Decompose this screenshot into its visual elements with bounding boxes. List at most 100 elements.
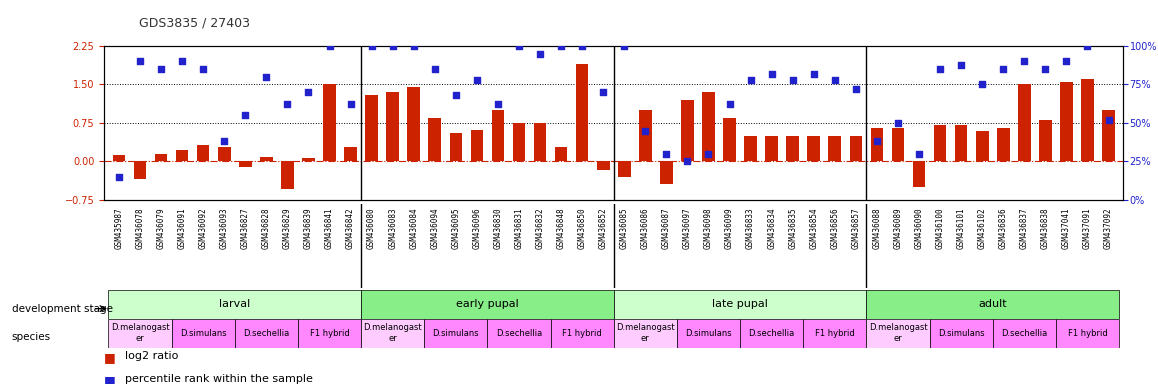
Point	[952, 61, 970, 68]
Bar	[786, 136, 799, 161]
Point	[973, 81, 991, 88]
Bar	[1018, 84, 1031, 161]
Point	[299, 89, 317, 95]
Bar	[261, 157, 272, 161]
Bar	[639, 110, 652, 161]
Point	[1099, 117, 1117, 123]
Text: GSM437092: GSM437092	[1104, 208, 1113, 249]
Bar	[596, 161, 609, 170]
Text: GSM436093: GSM436093	[220, 208, 229, 249]
Text: GSM436833: GSM436833	[746, 208, 755, 249]
Bar	[828, 136, 841, 161]
Point	[888, 120, 907, 126]
Point	[173, 58, 191, 65]
Text: GSM437091: GSM437091	[1083, 208, 1092, 249]
Bar	[681, 100, 694, 161]
FancyBboxPatch shape	[109, 290, 361, 319]
Point	[110, 174, 129, 180]
Text: GSM436087: GSM436087	[662, 208, 670, 249]
Point	[931, 66, 950, 72]
Bar	[1102, 110, 1115, 161]
Bar	[850, 136, 863, 161]
Text: F1 hybrid: F1 hybrid	[1068, 329, 1107, 338]
Text: GSM436080: GSM436080	[367, 208, 376, 249]
FancyBboxPatch shape	[235, 319, 298, 348]
Text: GSM437041: GSM437041	[1062, 208, 1071, 249]
Point	[805, 71, 823, 77]
Text: GSM436834: GSM436834	[767, 208, 776, 249]
Text: GSM436827: GSM436827	[241, 208, 250, 249]
Point	[1036, 66, 1055, 72]
Point	[152, 66, 170, 72]
Bar	[955, 126, 967, 161]
Point	[447, 92, 466, 98]
Text: GSM435987: GSM435987	[115, 208, 124, 249]
Text: GSM436857: GSM436857	[851, 208, 860, 249]
Bar	[428, 118, 441, 161]
Point	[193, 66, 212, 72]
Text: adult: adult	[979, 299, 1007, 310]
Text: GSM436079: GSM436079	[156, 208, 166, 249]
Point	[615, 43, 633, 49]
Text: D.melanogast
er: D.melanogast er	[111, 323, 169, 343]
Text: D.simulans: D.simulans	[179, 329, 227, 338]
Bar	[976, 131, 989, 161]
Point	[1057, 58, 1076, 65]
Bar	[555, 147, 567, 161]
Text: GSM436856: GSM436856	[830, 208, 840, 249]
Point	[342, 101, 360, 108]
Text: GSM436850: GSM436850	[578, 208, 587, 249]
FancyBboxPatch shape	[804, 319, 866, 348]
Point	[489, 101, 507, 108]
Text: GSM436085: GSM436085	[620, 208, 629, 249]
Point	[846, 86, 865, 92]
Bar	[534, 123, 547, 161]
Text: D.melanogast
er: D.melanogast er	[868, 323, 928, 343]
Bar	[155, 154, 168, 161]
Bar	[807, 136, 820, 161]
Bar	[1039, 120, 1051, 161]
Point	[362, 43, 381, 49]
Text: GSM436831: GSM436831	[514, 208, 523, 249]
Bar	[765, 136, 778, 161]
Text: GSM436098: GSM436098	[704, 208, 713, 249]
Bar	[239, 161, 251, 167]
Text: GSM436095: GSM436095	[452, 208, 461, 249]
Text: development stage: development stage	[12, 304, 112, 314]
Text: D.melanogast
er: D.melanogast er	[616, 323, 675, 343]
Text: GSM436099: GSM436099	[725, 208, 734, 249]
Point	[510, 43, 528, 49]
FancyBboxPatch shape	[992, 319, 1056, 348]
FancyBboxPatch shape	[488, 319, 550, 348]
Bar	[913, 161, 925, 187]
Point	[741, 77, 760, 83]
Text: GSM436100: GSM436100	[936, 208, 945, 249]
Point	[784, 77, 802, 83]
Point	[657, 151, 675, 157]
Bar	[1082, 79, 1094, 161]
Bar	[302, 158, 315, 161]
Bar	[871, 128, 884, 161]
Text: F1 hybrid: F1 hybrid	[563, 329, 602, 338]
Bar	[365, 95, 378, 161]
Point	[215, 138, 234, 144]
Bar	[892, 128, 904, 161]
FancyBboxPatch shape	[298, 319, 361, 348]
Point	[278, 101, 296, 108]
Point	[720, 101, 739, 108]
Bar	[660, 161, 673, 184]
Text: ■: ■	[104, 351, 116, 364]
Bar	[218, 147, 230, 161]
Text: GSM436092: GSM436092	[199, 208, 207, 249]
Bar	[933, 126, 946, 161]
Text: GSM436839: GSM436839	[303, 208, 313, 249]
Text: GSM436835: GSM436835	[789, 208, 797, 249]
FancyBboxPatch shape	[614, 319, 677, 348]
Bar	[745, 136, 757, 161]
Point	[468, 77, 486, 83]
Text: D.sechellia: D.sechellia	[243, 329, 290, 338]
Text: GSM436094: GSM436094	[431, 208, 439, 249]
Bar	[492, 110, 504, 161]
Point	[383, 43, 402, 49]
FancyBboxPatch shape	[361, 319, 424, 348]
